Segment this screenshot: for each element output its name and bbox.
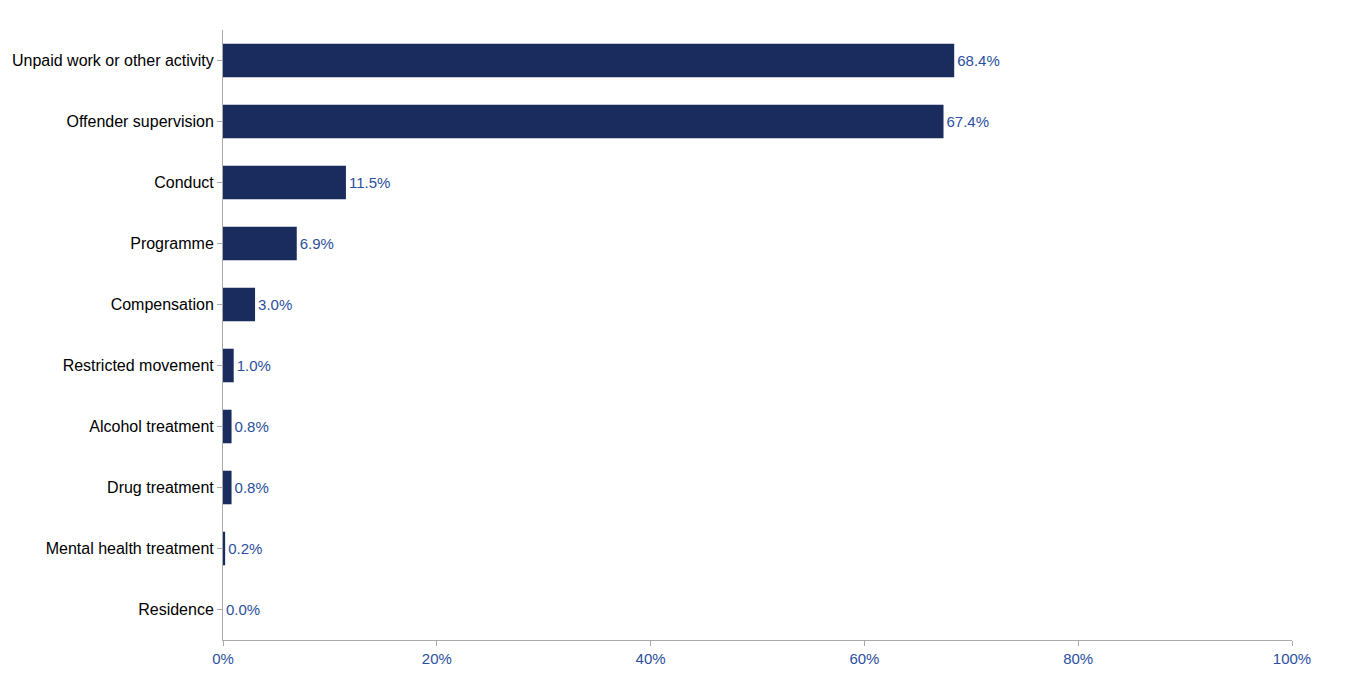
svg-text:Restricted movement: Restricted movement (63, 357, 215, 374)
svg-text:Conduct: Conduct (154, 174, 214, 191)
svg-text:40%: 40% (636, 650, 666, 667)
svg-text:Offender supervision: Offender supervision (66, 113, 213, 130)
svg-text:0.8%: 0.8% (235, 479, 269, 496)
svg-text:67.4%: 67.4% (947, 113, 990, 130)
svg-text:100%: 100% (1273, 650, 1311, 667)
svg-text:11.5%: 11.5% (349, 174, 390, 191)
svg-text:Compensation: Compensation (111, 296, 214, 313)
svg-text:Programme: Programme (130, 235, 214, 252)
svg-text:Mental health treatment: Mental health treatment (46, 540, 215, 557)
svg-text:0.0%: 0.0% (226, 601, 260, 618)
svg-text:Drug treatment: Drug treatment (107, 479, 214, 496)
svg-text:Residence: Residence (138, 601, 214, 618)
svg-text:Unpaid work or other activity: Unpaid work or other activity (12, 52, 214, 69)
svg-text:20%: 20% (422, 650, 452, 667)
svg-text:6.9%: 6.9% (300, 235, 334, 252)
svg-text:Alcohol treatment: Alcohol treatment (89, 418, 214, 435)
svg-text:0.2%: 0.2% (228, 540, 262, 557)
svg-text:0%: 0% (212, 650, 234, 667)
svg-text:60%: 60% (849, 650, 879, 667)
svg-text:3.0%: 3.0% (258, 296, 292, 313)
svg-text:80%: 80% (1063, 650, 1093, 667)
svg-text:68.4%: 68.4% (957, 52, 1000, 69)
svg-text:1.0%: 1.0% (237, 357, 271, 374)
svg-text:0.8%: 0.8% (235, 418, 269, 435)
